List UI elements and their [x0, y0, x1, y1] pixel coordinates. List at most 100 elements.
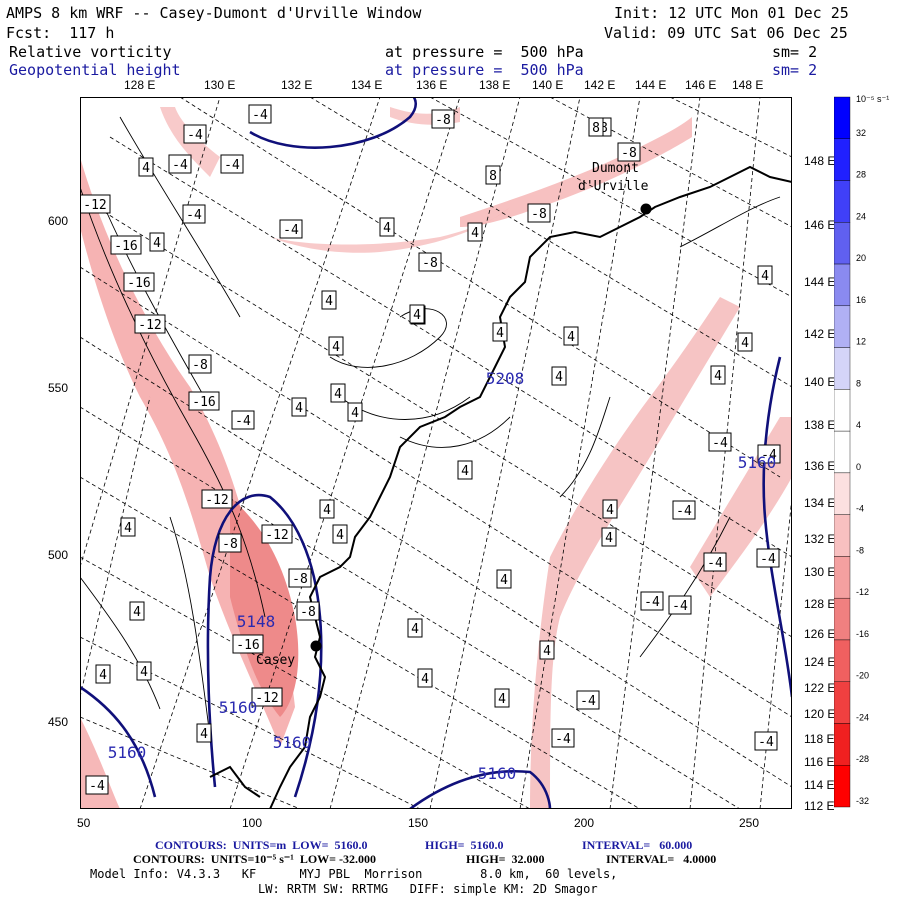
vorticity-label: 4 — [492, 322, 508, 342]
vorticity-label: 4 — [496, 569, 512, 589]
svg-text:-4: -4 — [187, 128, 203, 143]
colorbar-label: -24 — [856, 712, 869, 722]
grid-line — [80, 406, 741, 809]
svg-text:-16: -16 — [114, 239, 137, 254]
vorticity-label: -4 — [85, 775, 109, 795]
coastline — [209, 165, 792, 809]
height-labels: 5148 5160 5160 5160 5160 5160 5208 — [108, 369, 777, 783]
svg-text:8: 8 — [592, 121, 600, 136]
svg-text:-12: -12 — [138, 318, 161, 333]
vorticity-label: 8 — [588, 117, 604, 137]
colorbar-swatch — [834, 472, 851, 515]
vorticity-label: -8 — [418, 252, 442, 272]
vorticity-label: 4 — [328, 336, 344, 356]
svg-text:4: 4 — [351, 406, 359, 421]
station-label-casey: Casey — [256, 653, 295, 668]
vorticity-label: -4 — [672, 500, 696, 520]
svg-text:4: 4 — [606, 503, 614, 518]
right-lon-label: 126 E — [804, 627, 836, 641]
svg-text:-8: -8 — [192, 358, 208, 373]
vorticity-label: 4 — [601, 527, 617, 547]
colorbar-label: 20 — [856, 253, 866, 263]
vorticity-label: -8 — [617, 142, 641, 162]
vorticity-label: -12 — [80, 194, 111, 214]
vorticity-label: -8 — [527, 203, 551, 223]
vorticity-label: -4 — [231, 410, 255, 430]
grid-line — [429, 97, 581, 809]
svg-text:4: 4 — [411, 622, 419, 637]
vorticity-label: -8 — [288, 568, 312, 588]
svg-text:-4: -4 — [186, 208, 202, 223]
svg-text:4: 4 — [383, 221, 391, 236]
vorticity-label: -4 — [754, 731, 778, 751]
svg-text:4: 4 — [567, 330, 575, 345]
svg-text:-4: -4 — [672, 599, 688, 614]
vorticity-label: 4 — [551, 366, 567, 386]
field1-smoothing: sm= 2 — [772, 43, 818, 61]
vorticity-label: 4 — [409, 304, 425, 324]
vorticity-label: 4 — [196, 723, 212, 743]
grid-line — [80, 266, 792, 718]
grid-line — [179, 97, 781, 478]
top-lon-label: 144 E — [635, 78, 667, 92]
height-label: 5160 — [219, 698, 258, 717]
svg-text:-8: -8 — [422, 256, 438, 271]
colorbar-label: 12 — [856, 337, 866, 347]
vorticity-label: 4 — [407, 618, 423, 638]
colorbar-swatch — [834, 96, 851, 139]
vorticity-label: 4 — [95, 664, 111, 684]
vorticity-label: -8 — [188, 354, 212, 374]
svg-text:-4: -4 — [252, 108, 268, 123]
right-lon-label: 144 E — [804, 275, 836, 289]
vorticity-label: -12 — [261, 524, 293, 544]
vorticity-label: -4 — [576, 690, 600, 710]
height-label: 5148 — [237, 612, 276, 631]
svg-text:-12: -12 — [83, 198, 106, 213]
grid-line — [759, 496, 792, 809]
svg-text:-4: -4 — [712, 436, 728, 451]
svg-text:4: 4 — [714, 369, 722, 384]
svg-text:-12: -12 — [255, 691, 278, 706]
svg-text:4: 4 — [133, 605, 141, 620]
grid-line — [689, 97, 761, 809]
vorticity-label: 4 — [467, 222, 483, 242]
colorbar-label: -20 — [856, 671, 869, 681]
svg-text:-4: -4 — [172, 158, 188, 173]
vorticity-label: 4 — [494, 688, 510, 708]
footer-height-interval: INTERVAL= 60.000 — [582, 838, 693, 852]
colorbar-label: 24 — [856, 211, 866, 221]
svg-text:-8: -8 — [300, 605, 316, 620]
grid-line — [80, 556, 531, 809]
svg-text:4: 4 — [498, 692, 506, 707]
top-lon-label: 142 E — [584, 78, 616, 92]
x-tick-label: 50 — [77, 816, 91, 830]
right-lon-label: 114 E — [804, 778, 835, 792]
footer-physics-info: LW: RRTM SW: RRTMG DIFF: simple KM: 2D S… — [258, 882, 598, 896]
grid-line — [519, 97, 641, 809]
svg-text:4: 4 — [413, 308, 421, 323]
x-tick-label: 150 — [408, 816, 429, 830]
vorticity-label: -4 — [183, 124, 207, 144]
svg-text:4: 4 — [334, 387, 342, 402]
svg-text:-4: -4 — [761, 448, 777, 463]
footer-model-info: Model Info: V4.3.3 KF MYJ PBL Morrison 8… — [90, 867, 618, 881]
svg-text:-8: -8 — [621, 146, 637, 161]
vorticity-label: -12 — [134, 314, 166, 334]
grid-line — [80, 476, 641, 809]
svg-text:4: 4 — [99, 668, 107, 683]
valid-time: Valid: 09 UTC Sat 06 Dec 25 — [604, 24, 848, 42]
vorticity-label: 4 — [417, 668, 433, 688]
colorbar-swatch — [834, 681, 851, 724]
vorticity-label: 4 — [129, 601, 145, 621]
svg-text:4: 4 — [461, 464, 469, 479]
init-time: Init: 12 UTC Mon 01 Dec 25 — [614, 4, 849, 22]
right-lon-label: 138 E — [804, 418, 836, 432]
vorticity-label: 4 — [602, 499, 618, 519]
right-lon-label: 116 E — [804, 755, 835, 769]
colorbar-swatch — [834, 639, 851, 682]
svg-text:-16: -16 — [236, 638, 259, 653]
vorticity-label: -8 — [431, 109, 455, 129]
x-tick-label: 250 — [739, 816, 760, 830]
right-lon-label: 146 E — [804, 218, 836, 232]
right-lon-label: 134 E — [804, 496, 836, 510]
